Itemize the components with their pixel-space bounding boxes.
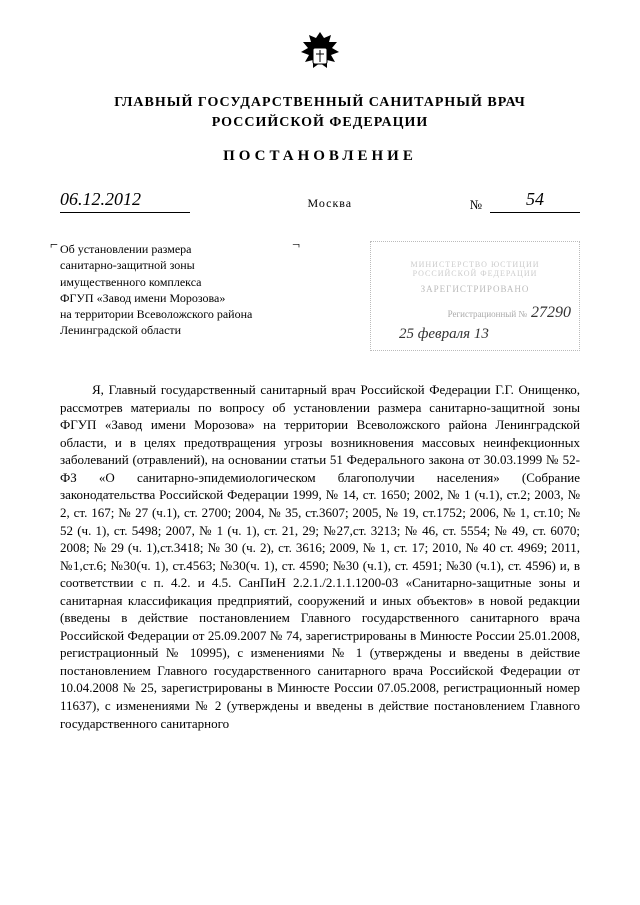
subject-line: на территории Всеволожского района (60, 306, 290, 322)
stamp-reg-date: 25 февраля 13 (379, 326, 571, 343)
registration-stamp: МИНИСТЕРСТВО ЮСТИЦИИ РОССИЙСКОЙ ФЕДЕРАЦИ… (370, 241, 580, 351)
number-label: № (470, 197, 482, 213)
issue-city: Москва (190, 196, 470, 213)
issuer-line1: ГЛАВНЫЙ ГОСУДАРСТВЕННЫЙ САНИТАРНЫЙ ВРАЧ (60, 93, 580, 113)
issuer-line2: РОССИЙСКОЙ ФЕДЕРАЦИИ (60, 113, 580, 133)
subject-line: имущественного комплекса (60, 274, 290, 290)
subject-line: Ленинградской области (60, 322, 290, 338)
stamp-ministry: МИНИСТЕРСТВО ЮСТИЦИИ РОССИЙСКОЙ ФЕДЕРАЦИ… (379, 260, 571, 278)
subject-stamp-row: ⌐ ¬ Об установлении размера санитарно-за… (60, 241, 580, 351)
subject-line: ФГУП «Завод имени Морозова» (60, 290, 290, 306)
issuer-title: ГЛАВНЫЙ ГОСУДАРСТВЕННЫЙ САНИТАРНЫЙ ВРАЧ … (60, 93, 580, 132)
subject-block: ⌐ ¬ Об установлении размера санитарно-за… (60, 241, 290, 351)
number-wrap: № 54 (470, 189, 580, 213)
bracket-icon: ¬ (292, 239, 300, 253)
body-text: Я, Главный государственный санитарный вр… (60, 381, 580, 732)
subject-line: санитарно-защитной зоны (60, 257, 290, 273)
stamp-registered: ЗАРЕГИСТРИРОВАНО (379, 284, 571, 294)
document-number: 54 (490, 189, 580, 213)
subject-line: Об установлении размера (60, 241, 290, 257)
issue-date: 06.12.2012 (60, 189, 190, 213)
document-type: ПОСТАНОВЛЕНИЕ (60, 148, 580, 165)
state-emblem (60, 30, 580, 81)
bracket-icon: ⌐ (50, 239, 58, 253)
stamp-reg-number: Регистрационный № 27290 (379, 304, 571, 322)
meta-row: 06.12.2012 Москва № 54 (60, 189, 580, 213)
